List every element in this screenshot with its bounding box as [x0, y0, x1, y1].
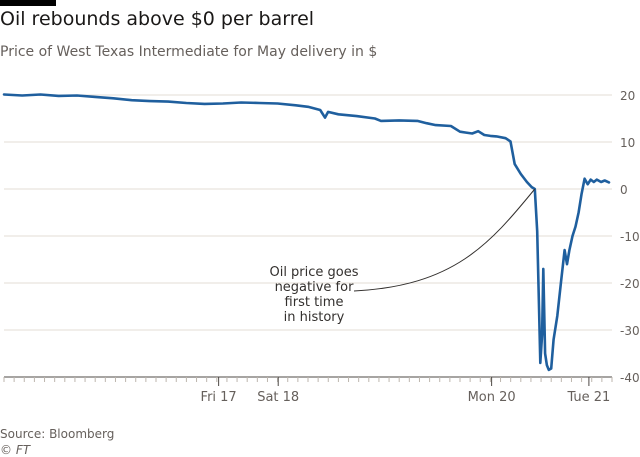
chart-subtitle: Price of West Texas Intermediate for May…	[0, 44, 378, 60]
y-tick-label: -30	[620, 324, 640, 338]
chart-title: Oil rebounds above $0 per barrel	[0, 8, 315, 30]
x-tick-label: Mon 20	[468, 390, 516, 405]
y-tick-label: 20	[620, 89, 635, 103]
x-tick-label: Sat 18	[257, 390, 299, 405]
annotation-text: first time	[285, 295, 344, 310]
y-axis-ticks: 20 10 0 -10 -20 -30 -40	[620, 89, 640, 385]
x-tick-label: Tue 21	[566, 390, 610, 405]
series-group	[2, 93, 611, 372]
series-line	[2, 93, 611, 372]
y-tick-label: 0	[620, 183, 628, 197]
x-tick-label: Fri 17	[201, 390, 237, 405]
gridlines	[4, 94, 612, 378]
annotation-text: Oil price goes	[269, 265, 358, 280]
annotation-text: negative for	[275, 280, 355, 295]
y-tick-label: -40	[620, 371, 640, 385]
copyright-note: © FT	[0, 443, 31, 457]
x-axis: Fri 17 Sat 18 Mon 20 Tue 21	[3, 376, 613, 405]
annotation-connector	[353, 188, 536, 292]
annotation-text: in history	[284, 310, 345, 325]
y-tick-label: -20	[620, 277, 640, 291]
y-tick-label: 10	[620, 136, 635, 150]
top-rule	[0, 0, 56, 6]
source-note: Source: Bloomberg	[0, 427, 115, 441]
y-tick-label: -10	[620, 230, 640, 244]
